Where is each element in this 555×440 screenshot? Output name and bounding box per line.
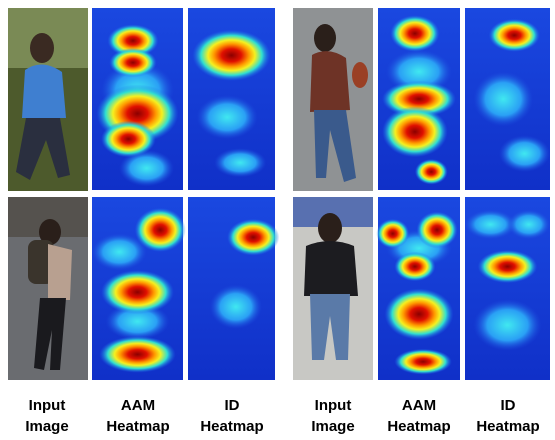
caption-line: Image <box>311 418 354 435</box>
heatmap-hotspot <box>109 48 157 78</box>
heatmap-hotspot <box>384 288 454 340</box>
heatmap <box>92 8 183 190</box>
caption-line: AAM <box>402 397 436 414</box>
captions: Input Image AAM Heatmap ID Heatmap Input Image A… <box>25 397 539 435</box>
heatmap-patch <box>507 209 550 240</box>
caption-line: Input <box>29 397 66 414</box>
heatmap-hotspot <box>134 207 186 252</box>
heatmap-patch <box>465 209 516 240</box>
heatmap-patch <box>196 95 258 140</box>
input-photo <box>293 8 373 191</box>
heatmap-patch <box>499 135 550 172</box>
heatmap-patch <box>92 233 147 271</box>
caption-line: Heatmap <box>200 418 263 435</box>
heatmap <box>465 197 550 380</box>
caption-line: Heatmap <box>387 418 450 435</box>
heatmap-patch <box>105 303 170 340</box>
heatmap-hotspot <box>477 250 538 284</box>
heatmap-hotspot <box>488 18 540 52</box>
caption-line: Heatmap <box>476 418 539 435</box>
heatmap-hotspot <box>107 24 159 58</box>
caption-line: Image <box>25 418 68 435</box>
heatmap-patch <box>209 284 262 329</box>
heatmap-patch <box>473 299 542 351</box>
heatmap <box>188 197 280 380</box>
heatmap-hotspot <box>394 348 452 375</box>
heatmap-hotspot <box>99 336 176 373</box>
heatmap-hotspot <box>382 106 448 158</box>
heatmap <box>188 8 275 190</box>
caption-line: ID <box>501 397 516 414</box>
heatmap-hotspot <box>227 218 280 256</box>
input-photo <box>293 197 373 380</box>
caption-line: AAM <box>121 397 155 414</box>
heatmap-hotspot <box>394 251 436 282</box>
heatmap-hotspot <box>376 218 410 249</box>
input-photo <box>8 8 88 191</box>
heatmap-patch <box>119 149 174 187</box>
heatmap <box>378 8 460 190</box>
heatmap <box>376 197 460 380</box>
heatmap <box>465 8 550 190</box>
heatmap-patch <box>473 71 533 127</box>
heatmap-hotspot <box>101 120 156 158</box>
heatmap-patch <box>386 49 452 94</box>
heatmap-hotspot <box>382 80 456 118</box>
heatmaps <box>92 8 550 380</box>
caption-line: ID <box>225 397 240 414</box>
heatmap-hotspot <box>416 211 458 249</box>
heatmap-hotspot <box>101 270 174 315</box>
heatmap-patch <box>214 148 267 178</box>
caption-line: Input <box>315 397 352 414</box>
caption-line: Heatmap <box>106 418 169 435</box>
heatmap <box>92 197 186 380</box>
heatmap-hotspot <box>390 15 440 52</box>
input-photo <box>8 197 88 380</box>
heatmap-hotspot <box>192 29 271 81</box>
heatmap-hotspot <box>414 159 448 185</box>
